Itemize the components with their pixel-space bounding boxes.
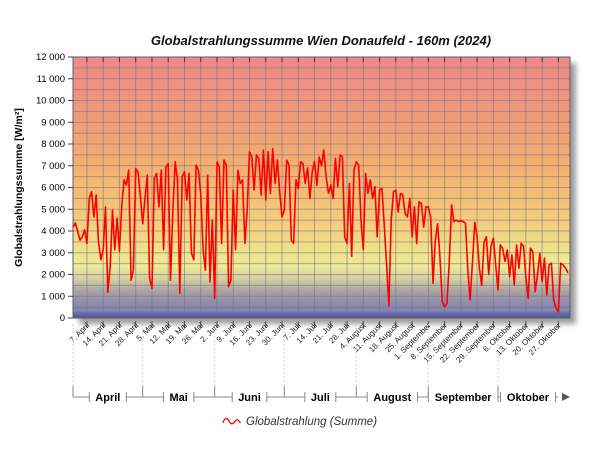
y-axis-tick-label: 4 000 bbox=[41, 226, 65, 237]
y-axis-title: Globalstrahlungssumme [W/m²] bbox=[13, 108, 25, 267]
plot-bottom-bevel bbox=[73, 311, 570, 318]
legend: Globalstrahlung (Summe) bbox=[222, 416, 377, 428]
month-label: August bbox=[373, 392, 411, 404]
month-label: September bbox=[435, 392, 493, 404]
y-axis-tick-label: 2 000 bbox=[41, 270, 65, 281]
y-axis-tick-label: 12 000 bbox=[36, 52, 65, 63]
month-label: Juni bbox=[238, 392, 261, 404]
y-axis-tick-label: 0 bbox=[60, 313, 65, 324]
legend-label: Globalstrahlung (Summe) bbox=[246, 416, 377, 428]
y-axis-tick-label: 11 000 bbox=[37, 74, 65, 85]
y-axis-tick-label: 10 000 bbox=[36, 96, 65, 107]
data-line-globalstrahlung bbox=[72, 147, 569, 313]
y-axis-tick-label: 7 000 bbox=[41, 161, 65, 172]
month-label: April bbox=[95, 392, 120, 404]
month-label: Juli bbox=[311, 392, 330, 404]
y-axis-tick-label: 6 000 bbox=[41, 183, 65, 194]
axis-end-arrow-icon bbox=[562, 393, 570, 401]
legend-line-icon bbox=[222, 417, 242, 425]
grid bbox=[73, 57, 570, 318]
y-axis-tick-label: 3 000 bbox=[41, 248, 65, 259]
y-axis-tick-label: 9 000 bbox=[41, 117, 65, 128]
month-label: Oktober bbox=[507, 392, 550, 404]
month-axis bbox=[72, 386, 558, 402]
month-label: Mai bbox=[169, 392, 187, 404]
y-axis-tick-label: 5 000 bbox=[41, 204, 65, 215]
y-axis-tick-label: 1 000 bbox=[41, 291, 65, 302]
y-axis-tick-label: 8 000 bbox=[41, 139, 65, 150]
chart-title: Globalstrahlungssumme Wien Donaufeld - 1… bbox=[151, 33, 491, 48]
